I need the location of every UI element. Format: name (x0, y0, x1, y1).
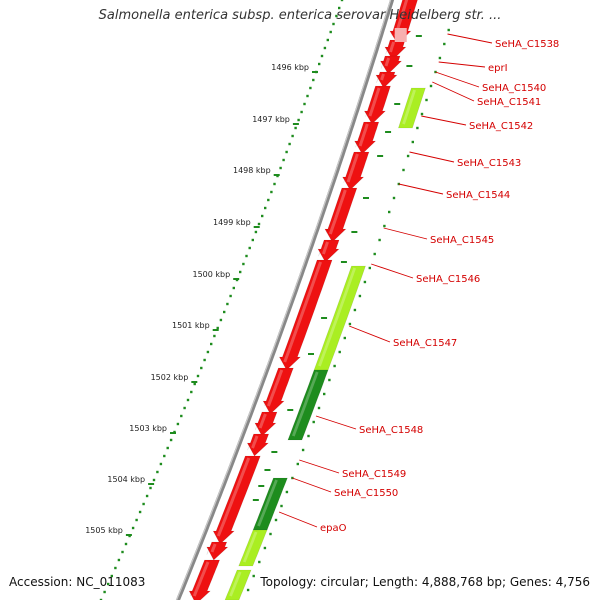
forward-gene-11-shine (266, 369, 284, 407)
reverse-gene-1 (397, 87, 426, 129)
gene-label-4: SeHA_C1541 (477, 97, 541, 108)
map-title: Salmonella enterica subsp. enterica sero… (98, 8, 502, 23)
forward-gene-8-shine (328, 189, 347, 235)
forward-gene-13 (246, 433, 270, 457)
forward-gene-5 (363, 85, 391, 125)
gene-label-12: SeHA_C1549 (342, 469, 406, 480)
gene-label-1: SeHA_C1538 (495, 39, 559, 50)
forward-gene-15-shine (210, 543, 217, 553)
forward-gene-14-shine (216, 457, 251, 537)
gene-label-7: SeHA_C1544 (446, 190, 510, 201)
forward-gene-14 (212, 455, 261, 545)
forward-gene-13-shine (251, 435, 259, 449)
scale-tick-label-6: 1501 kbp (172, 321, 210, 330)
forward-gene-5-shine (368, 87, 381, 117)
scale-tick-label-2: 1497 kbp (252, 115, 290, 124)
gene-leader-9 (371, 263, 414, 279)
reverse-gene-5 (238, 529, 268, 567)
gene-leader-11 (315, 415, 357, 430)
tick-layer: 1496 kbp 1497 kbp 1498 kbp 1499 kbp 1500 kbp… (85, 35, 422, 536)
gene-label-6: SeHA_C1543 (457, 158, 521, 169)
reverse-gene-3 (287, 369, 329, 441)
forward-gene-9-shine (321, 241, 329, 255)
inner-dashed-ring (246, 28, 450, 592)
scale-tick-label-5: 1500 kbp (192, 270, 230, 279)
forward-gene-3-shine (384, 57, 391, 67)
gene-leader-8 (383, 227, 428, 240)
gene-leader-4 (432, 81, 475, 102)
scale-tick-label-1: 1496 kbp (271, 63, 309, 72)
gene-leader-2 (438, 61, 486, 68)
gene-leader-10 (349, 325, 391, 343)
forward-gene-11 (262, 367, 294, 415)
forward-gene-9 (317, 239, 340, 263)
genome-backbone-highlight (175, 0, 392, 600)
forward-gene-12-shine (258, 413, 267, 429)
forward-gene-faded (394, 28, 407, 42)
label-layer: SeHA_C1538 eprI SeHA_C1540 SeHA_C1541 SeHA_C… (278, 33, 559, 534)
scale-tick-label-3: 1498 kbp (233, 166, 271, 175)
forward-gene-16-shine (192, 561, 210, 597)
forward-gene-7 (342, 151, 370, 191)
forward-gene-6 (354, 121, 380, 155)
reverse-gene-6 (224, 569, 252, 600)
forward-gene-12 (254, 411, 278, 437)
gene-leader-14 (278, 511, 318, 528)
forward-gene-10 (278, 259, 333, 371)
reverse-gene-6-shine (229, 571, 242, 597)
forward-gene-6-shine (358, 123, 369, 147)
gene-label-3: SeHA_C1540 (482, 83, 546, 94)
scale-tick-label-10: 1505 kbp (85, 526, 123, 535)
forward-gene-15 (206, 541, 229, 561)
forward-gene-3 (379, 55, 403, 75)
gene-leader-6 (409, 151, 455, 163)
gene-label-14: epaO (320, 523, 347, 534)
gene-layer (188, 0, 426, 600)
scale-tick-label-8: 1503 kbp (129, 424, 167, 433)
reverse-gene-2-shine (318, 267, 357, 367)
forward-gene-4-shine (380, 73, 385, 81)
forward-gene-2-shine (389, 41, 396, 53)
gene-leader-7 (398, 183, 444, 195)
gene-label-11: SeHA_C1548 (359, 425, 423, 436)
genome-summary-text: Topology: circular; Length: 4,888,768 bp… (260, 575, 590, 589)
reverse-gene-4 (252, 477, 288, 531)
gene-label-8: SeHA_C1545 (430, 235, 494, 246)
forward-gene-8 (324, 187, 358, 243)
accession-text: Accession: NC_011083 (9, 575, 146, 589)
gene-label-10: SeHA_C1547 (393, 338, 457, 349)
reverse-gene-3-shine (291, 371, 319, 437)
gene-label-9: SeHA_C1546 (416, 274, 480, 285)
gene-leader-5 (421, 115, 467, 126)
gene-label-5: SeHA_C1542 (469, 121, 533, 132)
reverse-gene-4-shine (257, 479, 278, 527)
gene-leader-3 (435, 71, 480, 88)
scale-tick-label-4: 1499 kbp (213, 218, 251, 227)
scale-tick-label-9: 1504 kbp (107, 475, 145, 484)
gene-label-2: eprI (488, 63, 508, 74)
scale-tick-label-7: 1502 kbp (151, 373, 189, 382)
reverse-gene-5-shine (242, 531, 258, 563)
reverse-gene-1-shine (402, 89, 416, 125)
backbone-layer (99, 0, 450, 600)
forward-gene-10-shine (283, 261, 323, 363)
genome-backbone (175, 0, 395, 600)
gene-label-13: SeHA_C1550 (334, 488, 398, 499)
forward-gene-7-shine (346, 153, 359, 183)
forward-gene-4 (375, 71, 398, 89)
gene-leader-1 (447, 33, 493, 44)
gene-leader-12 (299, 459, 340, 474)
gene-leader-13 (292, 477, 332, 493)
forward-gene-2 (384, 39, 407, 61)
forward-gene-16 (188, 559, 221, 600)
